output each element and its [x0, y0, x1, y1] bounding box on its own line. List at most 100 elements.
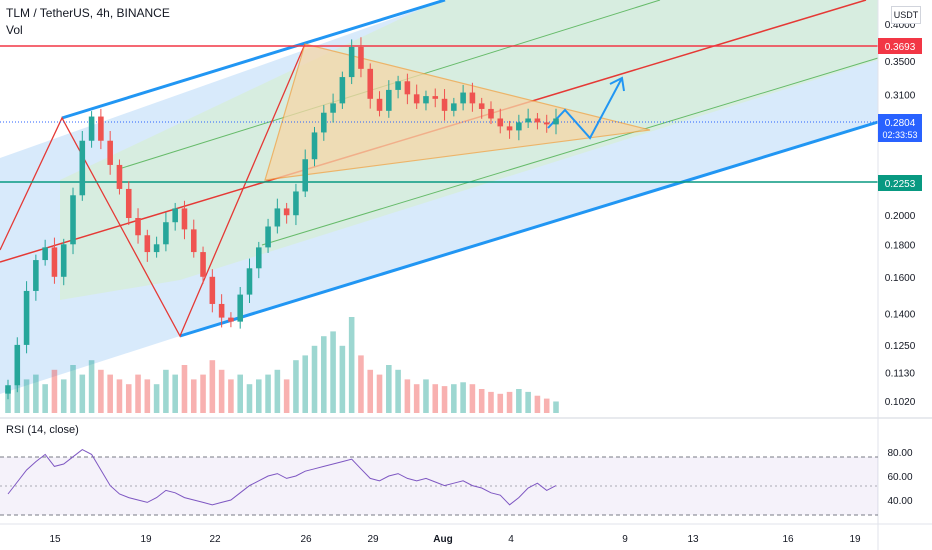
- volume-bar: [478, 389, 485, 413]
- volume-bar: [60, 379, 67, 413]
- volume-bar: [339, 345, 346, 413]
- candle: [506, 120, 513, 139]
- candle-body: [293, 191, 299, 216]
- time-tick-label: Aug: [433, 534, 452, 545]
- candle-body: [358, 47, 364, 69]
- candle: [14, 337, 21, 393]
- candle-body: [516, 122, 522, 131]
- time-axis[interactable]: 15 19 22 26 29 Aug 4 9 13 16 19: [49, 534, 861, 545]
- current-price-label: 0.2804 02:33:53: [878, 114, 922, 142]
- candle: [451, 97, 457, 117]
- volume-bar: [358, 355, 364, 413]
- candle-body: [246, 268, 253, 295]
- volume-bar: [376, 374, 383, 413]
- channel-upper-line: [61, 0, 446, 120]
- volume-bar: [274, 369, 281, 413]
- volume-bar: [451, 384, 457, 413]
- candle-body: [497, 118, 504, 127]
- candle-body: [255, 247, 262, 269]
- volume-bar: [395, 369, 401, 413]
- candle: [135, 208, 141, 244]
- candle: [283, 202, 290, 224]
- candle-body: [460, 92, 466, 104]
- zigzag-pattern: [0, 43, 306, 338]
- candle-body: [432, 96, 439, 99]
- time-tick-label: 26: [300, 534, 312, 545]
- candle: [5, 379, 11, 400]
- candle: [358, 37, 364, 78]
- candle: [51, 237, 58, 284]
- candle: [209, 269, 216, 313]
- candle-body: [386, 89, 392, 111]
- chart-title: TLM / TetherUS, 4h, BINANCE: [6, 6, 170, 20]
- candle: [33, 254, 39, 301]
- candle-body: [144, 235, 151, 253]
- candle-body: [451, 103, 457, 111]
- rsi-line: [7, 449, 557, 506]
- price-tick-label: 0.1020: [885, 397, 916, 408]
- volume-bar: [265, 374, 271, 413]
- candle: [218, 294, 225, 328]
- candle: [42, 239, 48, 266]
- candle-body: [525, 118, 531, 123]
- candle: [525, 108, 531, 128]
- candle: [200, 246, 206, 284]
- candle-body: [469, 92, 476, 104]
- volume-bar: [460, 382, 466, 413]
- volume-bar: [181, 365, 188, 413]
- candle-body: [181, 208, 188, 230]
- candle: [293, 183, 299, 226]
- candle-body: [228, 317, 234, 322]
- candle: [246, 258, 253, 304]
- rsi-indicator-label: RSI (14, close): [6, 424, 79, 436]
- candle: [302, 149, 309, 198]
- candle-body: [376, 98, 383, 111]
- volume-bar: [255, 379, 262, 413]
- drawing-layer: [0, 0, 879, 394]
- rsi-pane: [0, 449, 878, 516]
- candle-body: [88, 116, 95, 141]
- volume-bar: [23, 379, 30, 413]
- time-tick-label: 29: [367, 534, 379, 545]
- candle: [478, 97, 485, 119]
- volume-bar: [144, 379, 151, 413]
- candle: [553, 108, 559, 135]
- channel-inner-lower: [261, 57, 879, 246]
- candle-body: [33, 260, 39, 291]
- candle-body: [274, 208, 281, 227]
- candle-body: [153, 244, 160, 253]
- price-tick-label: 0.1130: [885, 369, 915, 380]
- volume-bar: [153, 384, 160, 413]
- volume-bar: [413, 384, 420, 413]
- price-axis[interactable]: 0.4000 0.3500 0.3100 0.2000 0.1800 0.1600 0.14…: [885, 20, 916, 408]
- volume-bar: [441, 386, 448, 413]
- candle: [125, 181, 132, 225]
- candle: [107, 130, 113, 175]
- candle: [190, 219, 197, 258]
- candle-body: [395, 81, 401, 90]
- candle: [413, 84, 420, 109]
- volume-bar: [79, 374, 86, 413]
- candle: [330, 93, 336, 123]
- volume-bar: [516, 389, 522, 413]
- price-tick-label: 0.3100: [885, 90, 916, 101]
- candle-body: [14, 344, 21, 386]
- volume-bar: [525, 391, 531, 413]
- candle-body: [107, 140, 113, 165]
- candle-body: [488, 108, 494, 119]
- candle-body: [98, 116, 104, 141]
- candle: [432, 88, 439, 108]
- currency-unit-button[interactable]: USDT: [891, 6, 921, 24]
- time-tick-label: 15: [49, 534, 61, 545]
- candlesticks: [5, 37, 559, 400]
- candle-body: [42, 247, 48, 261]
- volume-bar: [107, 374, 113, 413]
- candle-body: [404, 81, 411, 95]
- candle: [543, 114, 550, 133]
- volume-bar: [14, 384, 21, 413]
- volume-bar: [302, 355, 309, 413]
- volume-bar: [534, 395, 541, 413]
- rsi-axis[interactable]: 80.00 60.00 40.00: [887, 448, 912, 507]
- candle: [376, 91, 383, 117]
